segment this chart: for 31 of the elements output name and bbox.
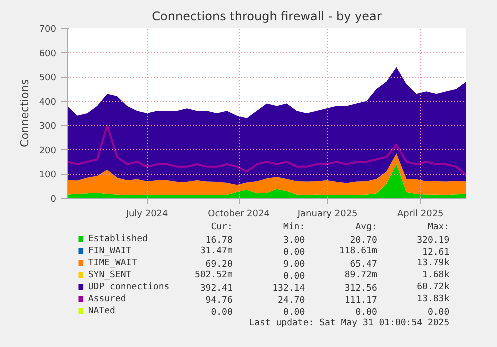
- text: 94.76 24.70 111.17 13.83k: [206, 294, 450, 306]
- y-tick-label: 200: [39, 146, 57, 156]
- text: Cur: Min: Avg: Max:: [211, 222, 450, 232]
- x-tick-label: July 2024: [125, 210, 169, 220]
- y-tick-label: 700: [39, 25, 57, 35]
- y-axis-title: Connections: [18, 79, 32, 148]
- legend-label: FIN_WAIT: [88, 246, 132, 256]
- legend-label: Established: [88, 234, 148, 244]
- legend-label: Assured: [88, 294, 126, 304]
- x-tick-label: October 2024: [208, 210, 270, 220]
- chart-title: Connections through firewall - by year: [152, 10, 382, 24]
- y-tick-label: 100: [39, 170, 57, 181]
- legend-label: UDP connections: [88, 282, 170, 292]
- text: 69.20 9.00 65.47 13.79k: [206, 258, 450, 270]
- y-tick-label: 600: [39, 49, 57, 60]
- y-tick-label: 0: [50, 195, 57, 205]
- y-tick-label: 500: [39, 74, 57, 84]
- text: 392.41 132.14 312.56 60.72k: [200, 282, 450, 294]
- text: Last update: Sat May 31 01:00:54 2025: [249, 318, 450, 328]
- line-series: [68, 124, 466, 176]
- legend-label: TIME_WAIT: [88, 258, 138, 268]
- text: 0.00 0.00 0.00 0.00: [211, 308, 450, 318]
- text: 16.78 3.00 20.70 320.19: [206, 236, 450, 246]
- y-tick-label: 400: [39, 98, 57, 108]
- legend-label: SYN_SENT: [88, 270, 132, 280]
- x-tick-label: April 2025: [397, 210, 444, 220]
- text: 31.47m 0.00 118.61m 12.61: [200, 246, 450, 258]
- y-tick-label: 300: [39, 122, 57, 132]
- text: 502.52m 0.00 89.72m 1.68k: [194, 270, 450, 282]
- legend-label: NATed: [88, 306, 116, 316]
- x-tick-label: January 2025: [296, 210, 358, 220]
